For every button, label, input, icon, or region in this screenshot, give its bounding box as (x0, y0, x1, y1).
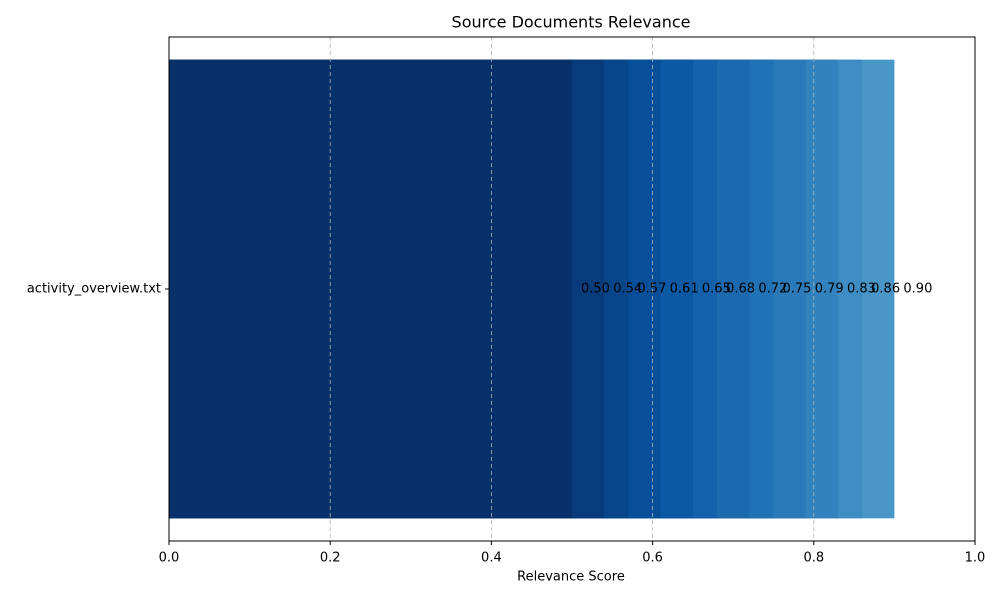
x-tick-label: 0.6 (642, 551, 663, 566)
data-label: 0.57 (637, 282, 666, 297)
x-tick-label: 1.0 (965, 551, 986, 566)
y-tick-label: activity_overview.txt (27, 282, 161, 297)
plot-frame (168, 36, 976, 542)
data-label: 0.79 (815, 282, 844, 297)
data-label: 0.54 (613, 282, 642, 297)
data-label: 0.72 (758, 282, 787, 297)
data-label: 0.86 (871, 282, 900, 297)
x-tick-label: 0.8 (803, 551, 824, 566)
data-label: 0.90 (903, 282, 932, 297)
data-label: 0.61 (670, 282, 699, 297)
x-axis-label: Relevance Score (517, 570, 625, 585)
chart-title: Source Documents Relevance (452, 13, 691, 32)
data-label: 0.75 (783, 282, 812, 297)
data-label: 0.65 (702, 282, 731, 297)
x-tick-label: 0.0 (159, 551, 180, 566)
data-label: 0.83 (847, 282, 876, 297)
bar (169, 59, 572, 519)
data-label: 0.68 (726, 282, 755, 297)
data-label: 0.50 (581, 282, 610, 297)
x-tick-label: 0.4 (481, 551, 502, 566)
x-tick-label: 0.2 (320, 551, 341, 566)
